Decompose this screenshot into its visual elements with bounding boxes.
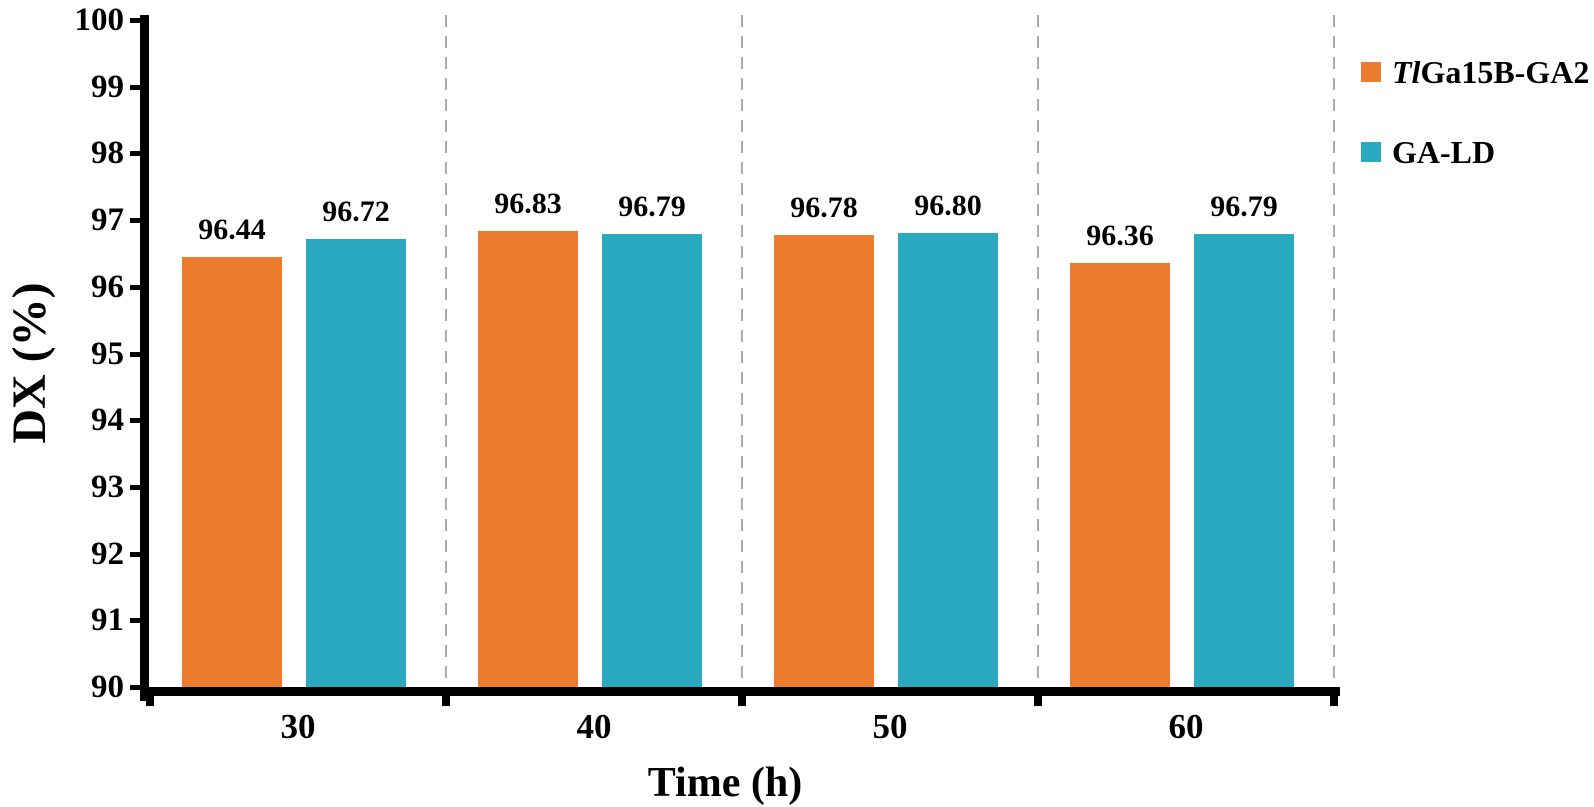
bar-value-label: 96.79 [618, 190, 686, 224]
gridline-dashed-50 [1037, 15, 1039, 684]
y-tick-label: 90 [91, 669, 124, 705]
x-tick-label: 50 [872, 707, 908, 746]
legend-label-tlga15b-ga2: TlGa15B-GA2 [1392, 54, 1589, 90]
bar-value-label: 96.83 [494, 187, 562, 221]
y-axis-tick [130, 151, 140, 157]
x-tick-label: 30 [280, 707, 316, 746]
x-tick-label: 60 [1168, 707, 1204, 746]
legend-label-text-part: Ga15B-GA2 [1420, 54, 1590, 90]
bar-value-label: 96.79 [1210, 190, 1278, 224]
gridline-dashed-60 [1333, 15, 1335, 684]
x-tick-label: 40 [576, 707, 612, 746]
y-tick-label: 98 [91, 135, 124, 172]
gridline-dashed-40 [741, 15, 743, 684]
bar-tlga15b-ga2-50 [774, 234, 874, 687]
legend-label-text-part: GA-LD [1392, 134, 1496, 170]
bar-tlga15b-ga2-60 [1070, 262, 1170, 687]
y-tick-label: 93 [91, 468, 124, 505]
y-tick-label: 99 [91, 68, 124, 105]
x-axis-tick [1034, 694, 1042, 706]
y-axis-tick [130, 551, 140, 557]
y-axis-tick [130, 84, 140, 90]
y-axis-tick [130, 484, 140, 490]
legend-label-italic-part: Tl [1392, 54, 1421, 90]
x-axis-tick [442, 694, 450, 706]
bar-tlga15b-ga2-40 [478, 231, 578, 687]
y-axis-line [140, 15, 149, 701]
gridline-dashed-30 [445, 15, 447, 684]
bar-ga-ld-50 [898, 233, 998, 687]
y-tick-label: 92 [91, 535, 124, 572]
bar-ga-ld-40 [602, 234, 702, 687]
x-axis-tick [1330, 694, 1338, 706]
y-axis-tick [130, 18, 140, 23]
x-axis-line [140, 687, 1340, 696]
bar-value-label: 96.72 [322, 194, 390, 228]
y-tick-label: 91 [91, 602, 124, 639]
bar-value-label: 96.36 [1086, 218, 1154, 252]
y-tick-label: 94 [91, 402, 124, 439]
bar-value-label: 96.80 [914, 189, 982, 223]
bar-ga-ld-30 [306, 238, 406, 687]
y-axis-tick [130, 284, 140, 290]
y-axis-tick [130, 418, 140, 424]
bar-tlga15b-ga2-30 [182, 257, 282, 687]
y-tick-label: 95 [91, 335, 124, 372]
y-tick-label: 96 [91, 268, 124, 305]
x-axis-tick [146, 694, 154, 706]
x-axis-title: Time (h) [647, 760, 803, 806]
y-axis-tick [130, 685, 140, 690]
bar-value-label: 96.78 [790, 190, 858, 224]
y-axis-tick [130, 218, 140, 224]
y-tick-label: 97 [91, 202, 124, 239]
bar-value-label: 96.44 [198, 213, 266, 247]
y-axis-tick [130, 618, 140, 624]
y-axis-tick [130, 351, 140, 357]
legend-label-ga-ld: GA-LD [1392, 134, 1495, 170]
bar-ga-ld-60 [1194, 234, 1294, 687]
legend-swatch-tlga15b-ga2 [1361, 62, 1381, 82]
x-axis-tick [738, 694, 746, 706]
y-tick-label: 100 [74, 2, 125, 38]
legend-swatch-ga-ld [1361, 142, 1381, 162]
